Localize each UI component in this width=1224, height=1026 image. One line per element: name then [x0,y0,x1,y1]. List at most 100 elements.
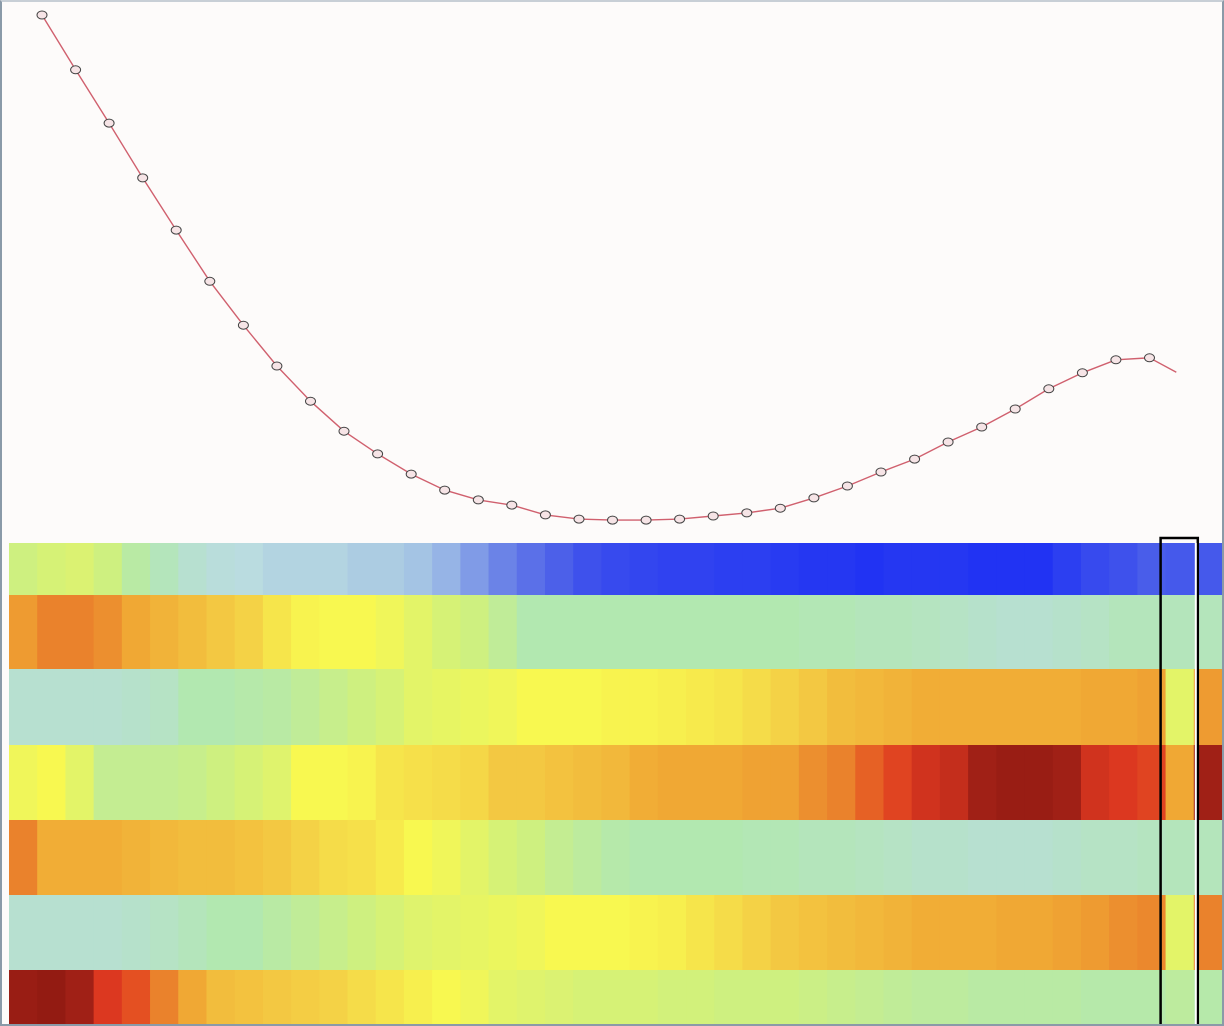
heatmap-cell [460,543,490,595]
heatmap-cell [883,745,913,820]
heatmap-cell [9,895,38,970]
heatmap-cell [798,820,828,895]
heatmap-cell [93,895,123,970]
heatmap-cell [855,745,885,820]
heatmap-cell [150,543,179,595]
heatmap-cell [1137,543,1167,595]
heatmap-cell [319,895,349,970]
heatmap-cell [686,595,715,669]
heatmap-cell [488,543,518,595]
heatmap-cell [714,970,744,1024]
heatmap-cell [657,820,687,895]
heatmap-cell [911,895,941,970]
data-point-marker [271,361,283,371]
data-point-marker [607,515,618,525]
heatmap-cell [319,970,349,1024]
heatmap-cell [121,895,151,970]
heatmap-cell [347,970,377,1024]
heatmap-cell [291,669,320,745]
heatmap-cell [544,895,574,970]
heatmap-cell [939,895,969,970]
heatmap-cell [178,669,208,745]
data-point-marker [372,449,384,459]
heatmap-cell [911,669,941,745]
heatmap-cell [403,543,433,595]
data-point-marker [539,510,551,520]
heatmap-cell [855,895,885,970]
heatmap-cell [1137,745,1167,820]
heatmap-cell [178,895,208,970]
data-point-marker [1009,404,1021,414]
data-point-marker [305,396,316,406]
heatmap-cell [9,745,38,820]
heatmap-cell [573,745,602,820]
heatmap-cell [403,970,433,1024]
heatmap-cell [798,595,828,669]
heatmap-cell [93,669,123,745]
heatmap-cell [234,895,264,970]
heatmap-cell [657,970,687,1024]
line-plot [36,10,1177,525]
heatmap-cell [37,745,67,820]
heatmap-cell [686,820,715,895]
data-point-marker [674,514,686,524]
heatmap-cell [262,543,292,595]
heatmap-cell [1137,895,1167,970]
heatmap-cell [996,543,1026,595]
heatmap-cell [460,970,490,1024]
data-point-marker [1076,368,1088,378]
heatmap-cell [883,595,913,669]
heatmap-cell [93,970,123,1024]
heatmap-cell [601,669,631,745]
heatmap-cell [798,669,828,745]
heatmap-cell [827,895,856,970]
data-point-marker [103,118,115,128]
series-line [41,14,1177,521]
selected-column-highlight[interactable] [1159,536,1200,1026]
heatmap-cell [460,895,490,970]
heatmap-cell [883,669,913,745]
heatmap-cell [1052,895,1082,970]
heatmap-cell [432,820,461,895]
heatmap-cell [1080,970,1110,1024]
data-point-marker [70,65,82,75]
heatmap-cell [206,820,236,895]
heatmap-cell [686,669,715,745]
heatmap-cell [262,820,292,895]
heatmap-cell [1137,820,1167,895]
data-point-marker [741,508,753,518]
heatmap-cell [629,669,659,745]
selection-box[interactable] [1159,536,1200,1026]
heatmap-cell [488,895,518,970]
heatmap-cell [573,543,602,595]
heatmap-cell [573,895,602,970]
heatmap-cell [968,895,997,970]
heatmap-cell [939,543,969,595]
heatmap-cell [9,543,38,595]
heatmap-cell [770,895,800,970]
heatmap-cell [65,669,95,745]
heatmap-cell [911,595,941,669]
heatmap-cell [93,543,123,595]
heatmap-cell [432,595,461,669]
data-point-marker [36,10,48,20]
heatmap-cell [432,745,461,820]
heatmap-cell [150,745,179,820]
heatmap-cell [178,745,208,820]
heatmap-cell [573,970,602,1024]
heatmap-cell [996,669,1026,745]
heatmap-cell [516,543,546,595]
heatmap-cell [1052,669,1082,745]
heatmap-cell [262,970,292,1024]
heatmap-cell [65,595,95,669]
heatmap-cell [968,970,997,1024]
heatmap-cell [1165,669,1195,745]
heatmap-cell [714,595,744,669]
heatmap-cell [1080,895,1110,970]
heatmap-cell [432,543,461,595]
heatmap-cell [319,543,349,595]
heatmap-cell [1080,745,1110,820]
heatmap-cell [601,895,631,970]
heatmap-cell [375,895,405,970]
data-point-marker [640,515,652,525]
